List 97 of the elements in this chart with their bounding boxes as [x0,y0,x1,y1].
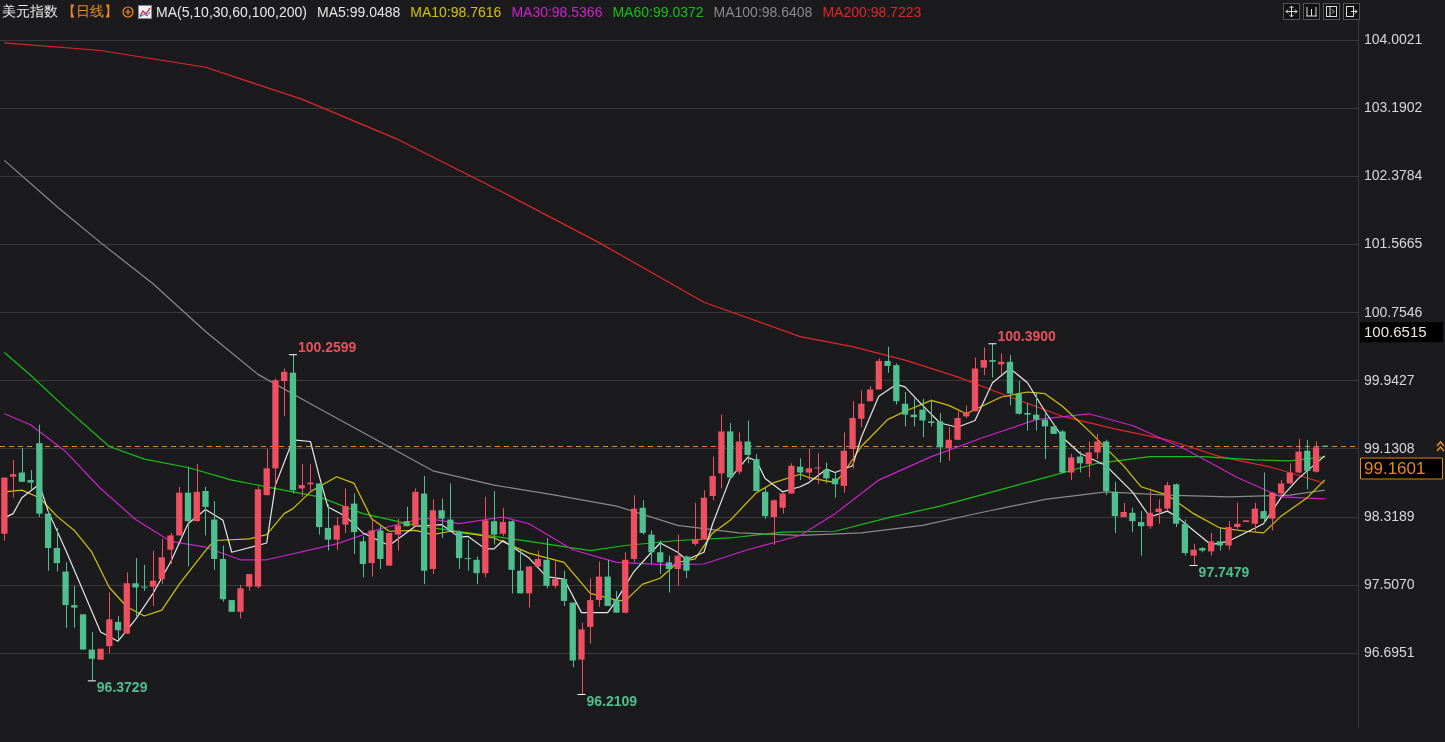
candlestick [333,516,340,551]
candlestick [919,398,926,438]
candlestick [1216,528,1223,552]
candlestick [901,391,909,427]
candlestick [1190,543,1197,566]
legend-title: MA(5,10,30,60,100,200) [156,4,307,20]
candlestick [648,529,655,565]
y-tick-label: 100.7546 [1364,303,1423,320]
candlestick [709,456,716,501]
candlestick [281,367,288,417]
candlestick [980,347,987,376]
candlestick [1164,481,1171,512]
candlestick [167,532,174,565]
candlestick [53,527,60,573]
text: MA100:98.6408 [713,4,813,20]
y-tick-label: 98.3189 [1364,507,1415,524]
candlestick [552,560,559,589]
text: 100.6515 [1364,322,1427,340]
candlestick [823,461,830,484]
candlestick [1033,391,1040,432]
candlestick [9,459,17,499]
candlestick [928,399,935,427]
candlestick [149,550,157,607]
candlestick [1295,438,1302,474]
text: MA10:98.7616 [410,4,502,20]
candlestick [674,534,681,587]
y-tick-label: 104.0021 [1364,31,1423,48]
candlestick [1225,520,1232,551]
candlestick [27,469,34,491]
annotation: 100.2599 [297,339,357,356]
candlestick [831,472,839,499]
candlestick [438,498,445,539]
candlestick [1068,453,1075,481]
candlestick [796,457,804,481]
candlestick [517,549,524,594]
candlestick [613,590,620,614]
text: MA200:98.7223 [822,4,922,20]
candlestick [1085,440,1092,479]
candlestick [464,539,471,572]
candlestick [114,615,122,641]
candlestick [71,585,78,629]
candlestick [770,498,778,546]
candlestick [499,507,506,537]
text: MA60:99.0372 [612,4,704,20]
y-tick-label: 99.1308 [1364,439,1415,456]
candlestick [473,555,480,585]
chart-title: 美元指数 [2,3,58,21]
candlestick [1304,439,1311,490]
annotation: 96.2109 [586,692,638,709]
candlestick [595,560,603,608]
candlestick [342,487,349,534]
candlestick [805,448,812,481]
candlestick [1024,402,1031,432]
text: MA5:99.0488 [317,4,401,20]
candlestick [657,539,664,575]
candlestick [1207,532,1215,557]
text: MA30:98.5366 [511,4,603,20]
candlestick [359,535,367,578]
candlestick [158,538,165,585]
y-tick-label: 101.5665 [1364,235,1423,252]
candlestick [202,486,209,536]
candlestick [1260,472,1267,525]
annotation: 100.3900 [997,328,1057,345]
y-tick-label: 96.6951 [1364,644,1415,661]
candlestick [814,452,821,485]
candlestick [560,570,568,607]
candlestick [692,502,699,547]
candlestick [237,584,244,620]
candlestick [132,557,139,617]
annotation: 96.3729 [96,679,148,696]
y-tick-label: 103.1902 [1364,99,1423,116]
candlestick [954,410,961,441]
candlestick [989,342,996,379]
candlestick [141,564,148,592]
candlestick [1129,507,1136,533]
candlestick [884,346,891,374]
candlestick [394,518,402,552]
candlestick [744,420,751,464]
candlestick [1015,380,1022,416]
candlestick [88,631,95,681]
y-tick-label: 102.3784 [1364,167,1423,184]
candlestick [1094,433,1101,460]
candlestick [1155,498,1162,525]
chart-subtitle: 【日线】 [62,3,118,21]
candlestick [490,490,498,546]
candlestick [1146,489,1154,530]
y-tick-label: 99.9427 [1364,371,1415,388]
candlestick [324,503,332,552]
candlestick [18,447,26,483]
y-tick-label: 97.5070 [1364,576,1415,593]
candlestick [665,555,673,594]
candlestick [1137,510,1145,557]
annotation: 97.7479 [1198,563,1250,580]
candlestick [1251,502,1258,534]
candlestick [945,426,952,462]
candlestick [858,389,865,428]
legend-label: 99.1601 [1364,458,1426,478]
